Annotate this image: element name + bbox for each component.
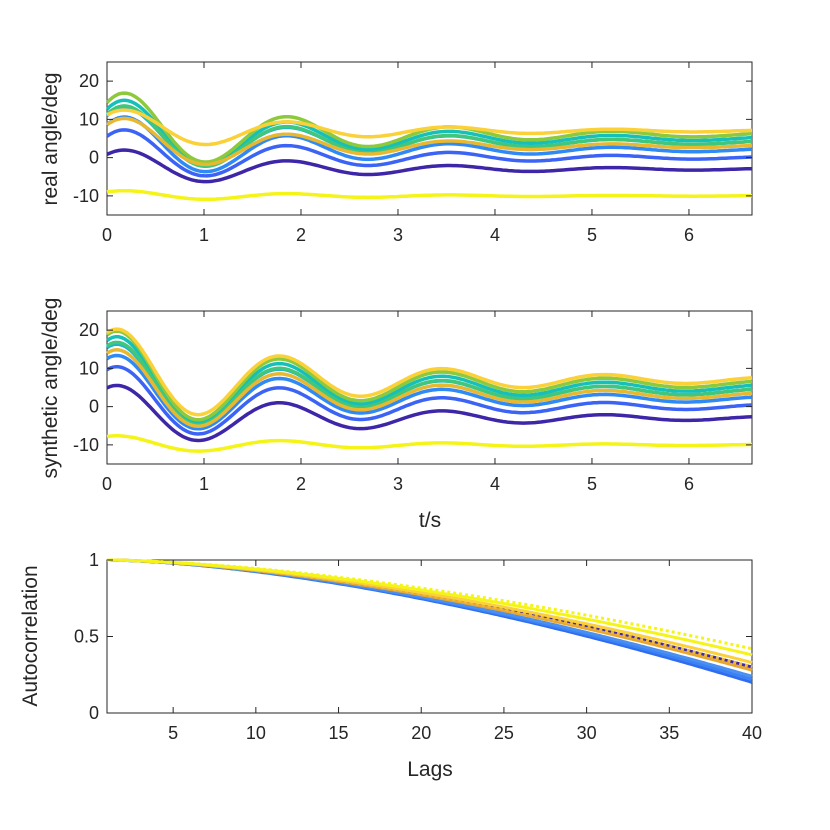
series-line-s2 xyxy=(106,128,753,178)
plot-area-autocorrelation xyxy=(106,559,753,714)
x-tick-label: 10 xyxy=(246,723,266,743)
series-line-s1 xyxy=(106,148,753,184)
y-tick-label: 20 xyxy=(79,71,99,91)
series-line-a9 xyxy=(107,558,753,651)
y-tick-label: -10 xyxy=(73,435,99,455)
x-tick-label: 6 xyxy=(684,474,694,494)
ylabel-synthetic: synthetic angle/deg xyxy=(39,298,62,479)
x-tick-label: 0 xyxy=(102,225,112,245)
series-line-s5 xyxy=(106,334,753,425)
series-line-s3 xyxy=(105,115,753,174)
y-tick-label: 0 xyxy=(89,703,99,723)
x-tick-label: 1 xyxy=(199,225,209,245)
y-tick-label: 1 xyxy=(89,550,99,570)
series-line-s8 xyxy=(106,348,753,429)
x-tick-label: 2 xyxy=(296,225,306,245)
x-tick-label: 5 xyxy=(587,474,597,494)
y-tick-label: 20 xyxy=(79,320,99,340)
series-group-synthetic xyxy=(106,327,753,453)
x-tick-label: 0 xyxy=(102,474,112,494)
xlabel-synthetic: t/s xyxy=(419,509,441,532)
y-tick-label: 10 xyxy=(79,358,99,378)
ylabel-real: real angle/deg xyxy=(39,72,62,205)
series-group-real xyxy=(105,91,753,202)
x-tick-label: 3 xyxy=(393,225,403,245)
series-line-s9 xyxy=(106,108,753,147)
series-line-s9 xyxy=(106,327,753,417)
x-tick-label: 5 xyxy=(587,225,597,245)
series-line-s1 xyxy=(106,383,753,443)
y-tick-label: 0 xyxy=(89,148,99,168)
x-tick-label: 35 xyxy=(659,723,679,743)
y-tick-label: 0.5 xyxy=(74,627,99,647)
series-line-s10 xyxy=(106,188,752,202)
x-tick-label: 1 xyxy=(199,474,209,494)
series-line-s2 xyxy=(106,364,753,436)
x-tick-label: 25 xyxy=(494,723,514,743)
series-group-autocorrelation xyxy=(107,558,753,684)
x-tick-label: 2 xyxy=(296,474,306,494)
x-tick-label: 6 xyxy=(684,225,694,245)
panel-autocorrelation: 5 10 15 20 25 30 35 40 0 0.5 1 Autocorrelation Lag… xyxy=(19,550,762,781)
x-tick-label: 5 xyxy=(168,723,178,743)
x-tick-label: 4 xyxy=(490,474,500,494)
y-tick-label: 10 xyxy=(79,109,99,129)
ylabel-autocorrelation: Autocorrelation xyxy=(19,565,42,706)
x-tick-label: 3 xyxy=(393,474,403,494)
x-tick-label: 30 xyxy=(577,723,597,743)
y-tick-label: 0 xyxy=(89,397,99,417)
series-line-s7 xyxy=(106,329,753,422)
series-line-s8 xyxy=(106,116,753,167)
x-tick-label: 20 xyxy=(411,723,431,743)
xlabel-lags: Lags xyxy=(407,758,453,781)
series-line-a8 xyxy=(107,558,753,657)
series-line-s3 xyxy=(106,353,753,431)
x-tick-label: 4 xyxy=(490,225,500,245)
series-line-s10 xyxy=(106,434,752,453)
y-tick-label: -10 xyxy=(73,186,99,206)
ticks-autocorrelation: 5 10 15 20 25 30 35 40 0 0.5 1 xyxy=(74,550,762,743)
x-tick-label: 40 xyxy=(742,723,762,743)
x-tick-label: 15 xyxy=(329,723,349,743)
